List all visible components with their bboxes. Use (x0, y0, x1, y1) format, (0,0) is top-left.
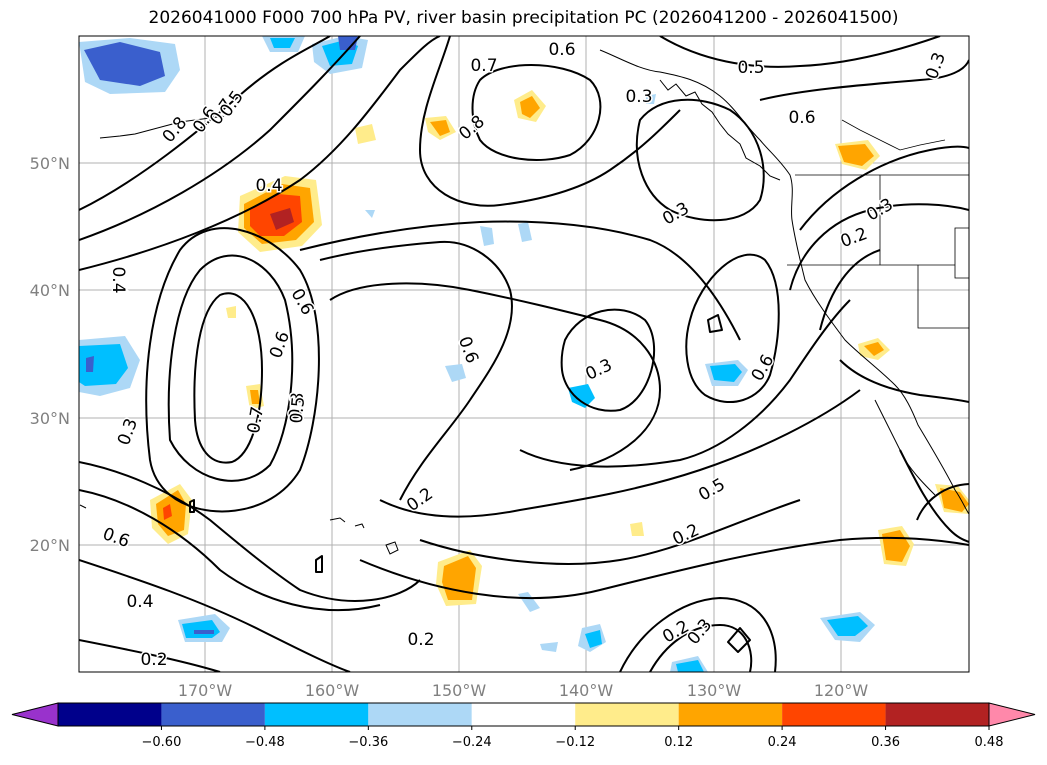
colorbar-swatch (575, 703, 679, 726)
longitude-labels: 170°W 160°W 150°W 140°W 130°W 120°W (178, 681, 869, 700)
colorbar-extend-min (11, 702, 59, 727)
colorbar-swatch (678, 703, 783, 726)
colorbar-swatch (161, 703, 265, 726)
colorbar-border (57, 702, 990, 727)
colorbar-tick-label: −0.12 (555, 735, 595, 750)
colorbar-swatch (264, 703, 369, 726)
borders (787, 119, 969, 329)
contour-label: 0.7 (470, 56, 497, 76)
contour-label: 0.2 (140, 650, 167, 670)
colorbar-tick-label: −0.48 (245, 735, 285, 750)
lon-label: 130°W (687, 681, 742, 700)
map-title: 2026041000 F000 700 hPa PV, river basin … (148, 8, 899, 28)
coastlines (79, 49, 969, 555)
colorbar-tick-label: −0.36 (348, 735, 388, 750)
colorbar-tick-label: −0.60 (142, 735, 182, 750)
contour-label: 0.5 (287, 396, 309, 425)
contour-label: 0.6 (788, 108, 815, 128)
lon-label: 160°W (305, 681, 360, 700)
colorbar-swatch (782, 703, 886, 726)
contour-label: 0.2 (407, 630, 434, 650)
colorbar-tick-label: 0.36 (871, 735, 900, 750)
lat-label: 40°N (30, 281, 70, 300)
lon-label: 170°W (178, 681, 233, 700)
lat-label: 50°N (30, 154, 70, 173)
colorbar-tick-label: 0.12 (664, 735, 693, 750)
contour-label: 0.4 (126, 592, 153, 612)
map-area (79, 36, 969, 672)
latitude-labels: 50°N 40°N 30°N 20°N (30, 154, 70, 555)
colorbar-tick-label: 0.24 (768, 735, 797, 750)
lat-label: 30°N (30, 409, 70, 428)
lon-label: 150°W (432, 681, 487, 700)
lon-label: 120°W (814, 681, 869, 700)
contour-label: 0.6 (548, 40, 575, 60)
contour-label: 0.4 (255, 176, 282, 196)
lat-label: 20°N (30, 536, 70, 555)
colorbar: −0.60 −0.48 −0.36 −0.24 −0.12 0.12 0.24 0.36 0.4… (11, 702, 1036, 750)
precip-shading (79, 36, 969, 672)
lon-label: 140°W (559, 681, 614, 700)
pv-contours (79, 36, 969, 672)
colorbar-swatch (885, 703, 989, 726)
colorbar-extend-max (988, 702, 1036, 727)
map-frame (78, 35, 970, 673)
colorbar-tick-label: 0.48 (975, 735, 1004, 750)
contour-label: 0.5 (737, 58, 764, 78)
colorbar-swatch (368, 703, 472, 726)
contour-label: 0.4 (108, 266, 128, 293)
contour-label: 0.8 (286, 392, 308, 421)
colorbar-tick-label: −0.24 (452, 735, 492, 750)
colorbar-swatch (471, 703, 576, 726)
colorbar-swatch (58, 703, 162, 726)
contour-label: 0.3 (625, 87, 652, 107)
